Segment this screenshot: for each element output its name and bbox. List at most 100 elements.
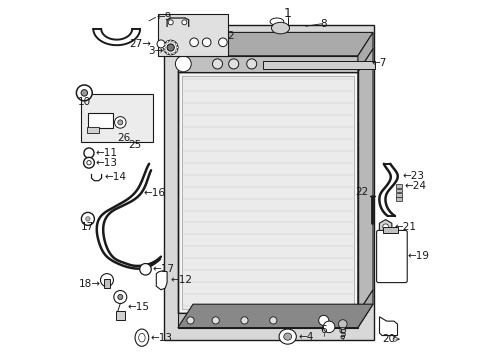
Ellipse shape bbox=[283, 333, 291, 340]
Text: 6: 6 bbox=[320, 325, 326, 336]
Circle shape bbox=[269, 317, 276, 324]
Circle shape bbox=[172, 41, 175, 43]
Circle shape bbox=[140, 264, 151, 275]
Text: 10: 10 bbox=[78, 96, 91, 107]
Circle shape bbox=[114, 117, 126, 128]
Circle shape bbox=[175, 43, 177, 45]
Circle shape bbox=[84, 148, 94, 158]
Circle shape bbox=[186, 317, 194, 324]
Circle shape bbox=[118, 120, 122, 125]
Text: 2: 2 bbox=[226, 31, 233, 41]
Polygon shape bbox=[178, 49, 372, 72]
Polygon shape bbox=[379, 220, 391, 234]
Text: 1: 1 bbox=[283, 7, 291, 20]
Polygon shape bbox=[156, 271, 167, 290]
Circle shape bbox=[168, 20, 173, 25]
Circle shape bbox=[382, 224, 387, 230]
Circle shape bbox=[85, 217, 90, 221]
Circle shape bbox=[202, 38, 211, 46]
Ellipse shape bbox=[271, 22, 289, 34]
Circle shape bbox=[114, 291, 126, 303]
Circle shape bbox=[339, 328, 345, 333]
Bar bbox=[395, 193, 401, 197]
Polygon shape bbox=[357, 32, 372, 72]
Bar bbox=[395, 197, 401, 201]
Text: 3→: 3→ bbox=[148, 46, 163, 56]
Circle shape bbox=[340, 335, 344, 339]
Bar bbox=[87, 127, 99, 133]
Text: 8: 8 bbox=[320, 19, 326, 29]
Text: ←14: ←14 bbox=[104, 172, 126, 182]
Circle shape bbox=[166, 52, 168, 54]
Text: ←16: ←16 bbox=[143, 188, 165, 198]
Circle shape bbox=[175, 56, 191, 72]
Circle shape bbox=[76, 85, 92, 101]
Bar bbox=[163, 25, 373, 340]
FancyBboxPatch shape bbox=[376, 230, 407, 283]
Circle shape bbox=[163, 50, 166, 52]
Circle shape bbox=[318, 315, 328, 325]
Bar bbox=[382, 227, 397, 233]
Polygon shape bbox=[178, 304, 372, 328]
Circle shape bbox=[175, 50, 177, 52]
Circle shape bbox=[83, 157, 94, 168]
Circle shape bbox=[182, 20, 186, 25]
Text: ←13: ←13 bbox=[151, 333, 173, 343]
Circle shape bbox=[163, 46, 165, 49]
Bar bbox=[81, 94, 152, 142]
Text: ←12: ←12 bbox=[170, 275, 192, 285]
Text: 22: 22 bbox=[354, 187, 367, 197]
Circle shape bbox=[163, 43, 166, 45]
Text: ←19: ←19 bbox=[407, 251, 428, 261]
Circle shape bbox=[81, 90, 87, 96]
Polygon shape bbox=[357, 290, 372, 328]
Text: ←9: ←9 bbox=[156, 12, 171, 22]
Circle shape bbox=[163, 40, 178, 55]
Bar bbox=[158, 14, 228, 56]
Text: ←24: ←24 bbox=[404, 181, 426, 192]
Circle shape bbox=[212, 317, 219, 324]
Circle shape bbox=[189, 38, 198, 46]
Ellipse shape bbox=[269, 18, 283, 25]
Bar bbox=[116, 311, 124, 320]
Bar bbox=[262, 61, 374, 69]
Circle shape bbox=[81, 212, 94, 225]
Ellipse shape bbox=[139, 333, 145, 342]
Text: 27→: 27→ bbox=[129, 39, 151, 49]
Bar bbox=[178, 56, 357, 72]
Text: ←15: ←15 bbox=[127, 302, 149, 312]
Circle shape bbox=[323, 321, 334, 333]
Text: 25: 25 bbox=[128, 140, 141, 150]
Circle shape bbox=[101, 274, 113, 287]
Text: ←23: ←23 bbox=[402, 171, 424, 181]
Text: ←4: ←4 bbox=[298, 332, 313, 342]
Text: 26: 26 bbox=[117, 132, 130, 143]
Bar bbox=[395, 184, 401, 188]
Circle shape bbox=[118, 294, 122, 300]
Text: 20: 20 bbox=[381, 334, 394, 344]
Circle shape bbox=[169, 53, 171, 55]
Text: 18→: 18→ bbox=[79, 279, 101, 289]
Text: ←7: ←7 bbox=[371, 58, 386, 68]
Bar bbox=[104, 279, 110, 288]
Ellipse shape bbox=[279, 329, 296, 344]
Circle shape bbox=[246, 59, 256, 69]
Bar bbox=[178, 72, 357, 313]
Text: 5: 5 bbox=[339, 329, 346, 339]
Text: ←11: ←11 bbox=[96, 148, 118, 158]
Bar bbox=[182, 76, 353, 309]
Circle shape bbox=[241, 317, 247, 324]
Polygon shape bbox=[379, 317, 397, 336]
Polygon shape bbox=[357, 49, 372, 313]
Circle shape bbox=[176, 46, 178, 49]
Ellipse shape bbox=[135, 329, 148, 346]
Circle shape bbox=[218, 38, 227, 46]
Circle shape bbox=[212, 59, 222, 69]
Circle shape bbox=[167, 44, 174, 51]
Circle shape bbox=[166, 41, 168, 43]
Bar bbox=[395, 189, 401, 192]
Text: ←17: ←17 bbox=[152, 264, 174, 274]
Circle shape bbox=[87, 161, 91, 165]
Text: 17: 17 bbox=[81, 222, 94, 232]
Circle shape bbox=[228, 59, 238, 69]
